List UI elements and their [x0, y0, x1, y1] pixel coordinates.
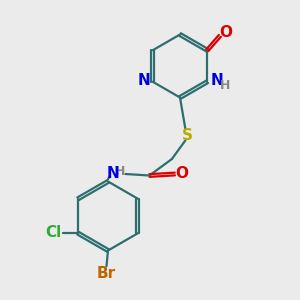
Text: N: N [138, 73, 151, 88]
Text: Cl: Cl [45, 225, 61, 240]
Text: H: H [220, 79, 230, 92]
Text: S: S [182, 128, 192, 143]
Text: N: N [106, 167, 119, 182]
Text: N: N [211, 73, 223, 88]
Text: O: O [175, 167, 188, 182]
Text: Br: Br [97, 266, 116, 281]
Text: O: O [219, 26, 232, 40]
Text: H: H [115, 165, 125, 178]
